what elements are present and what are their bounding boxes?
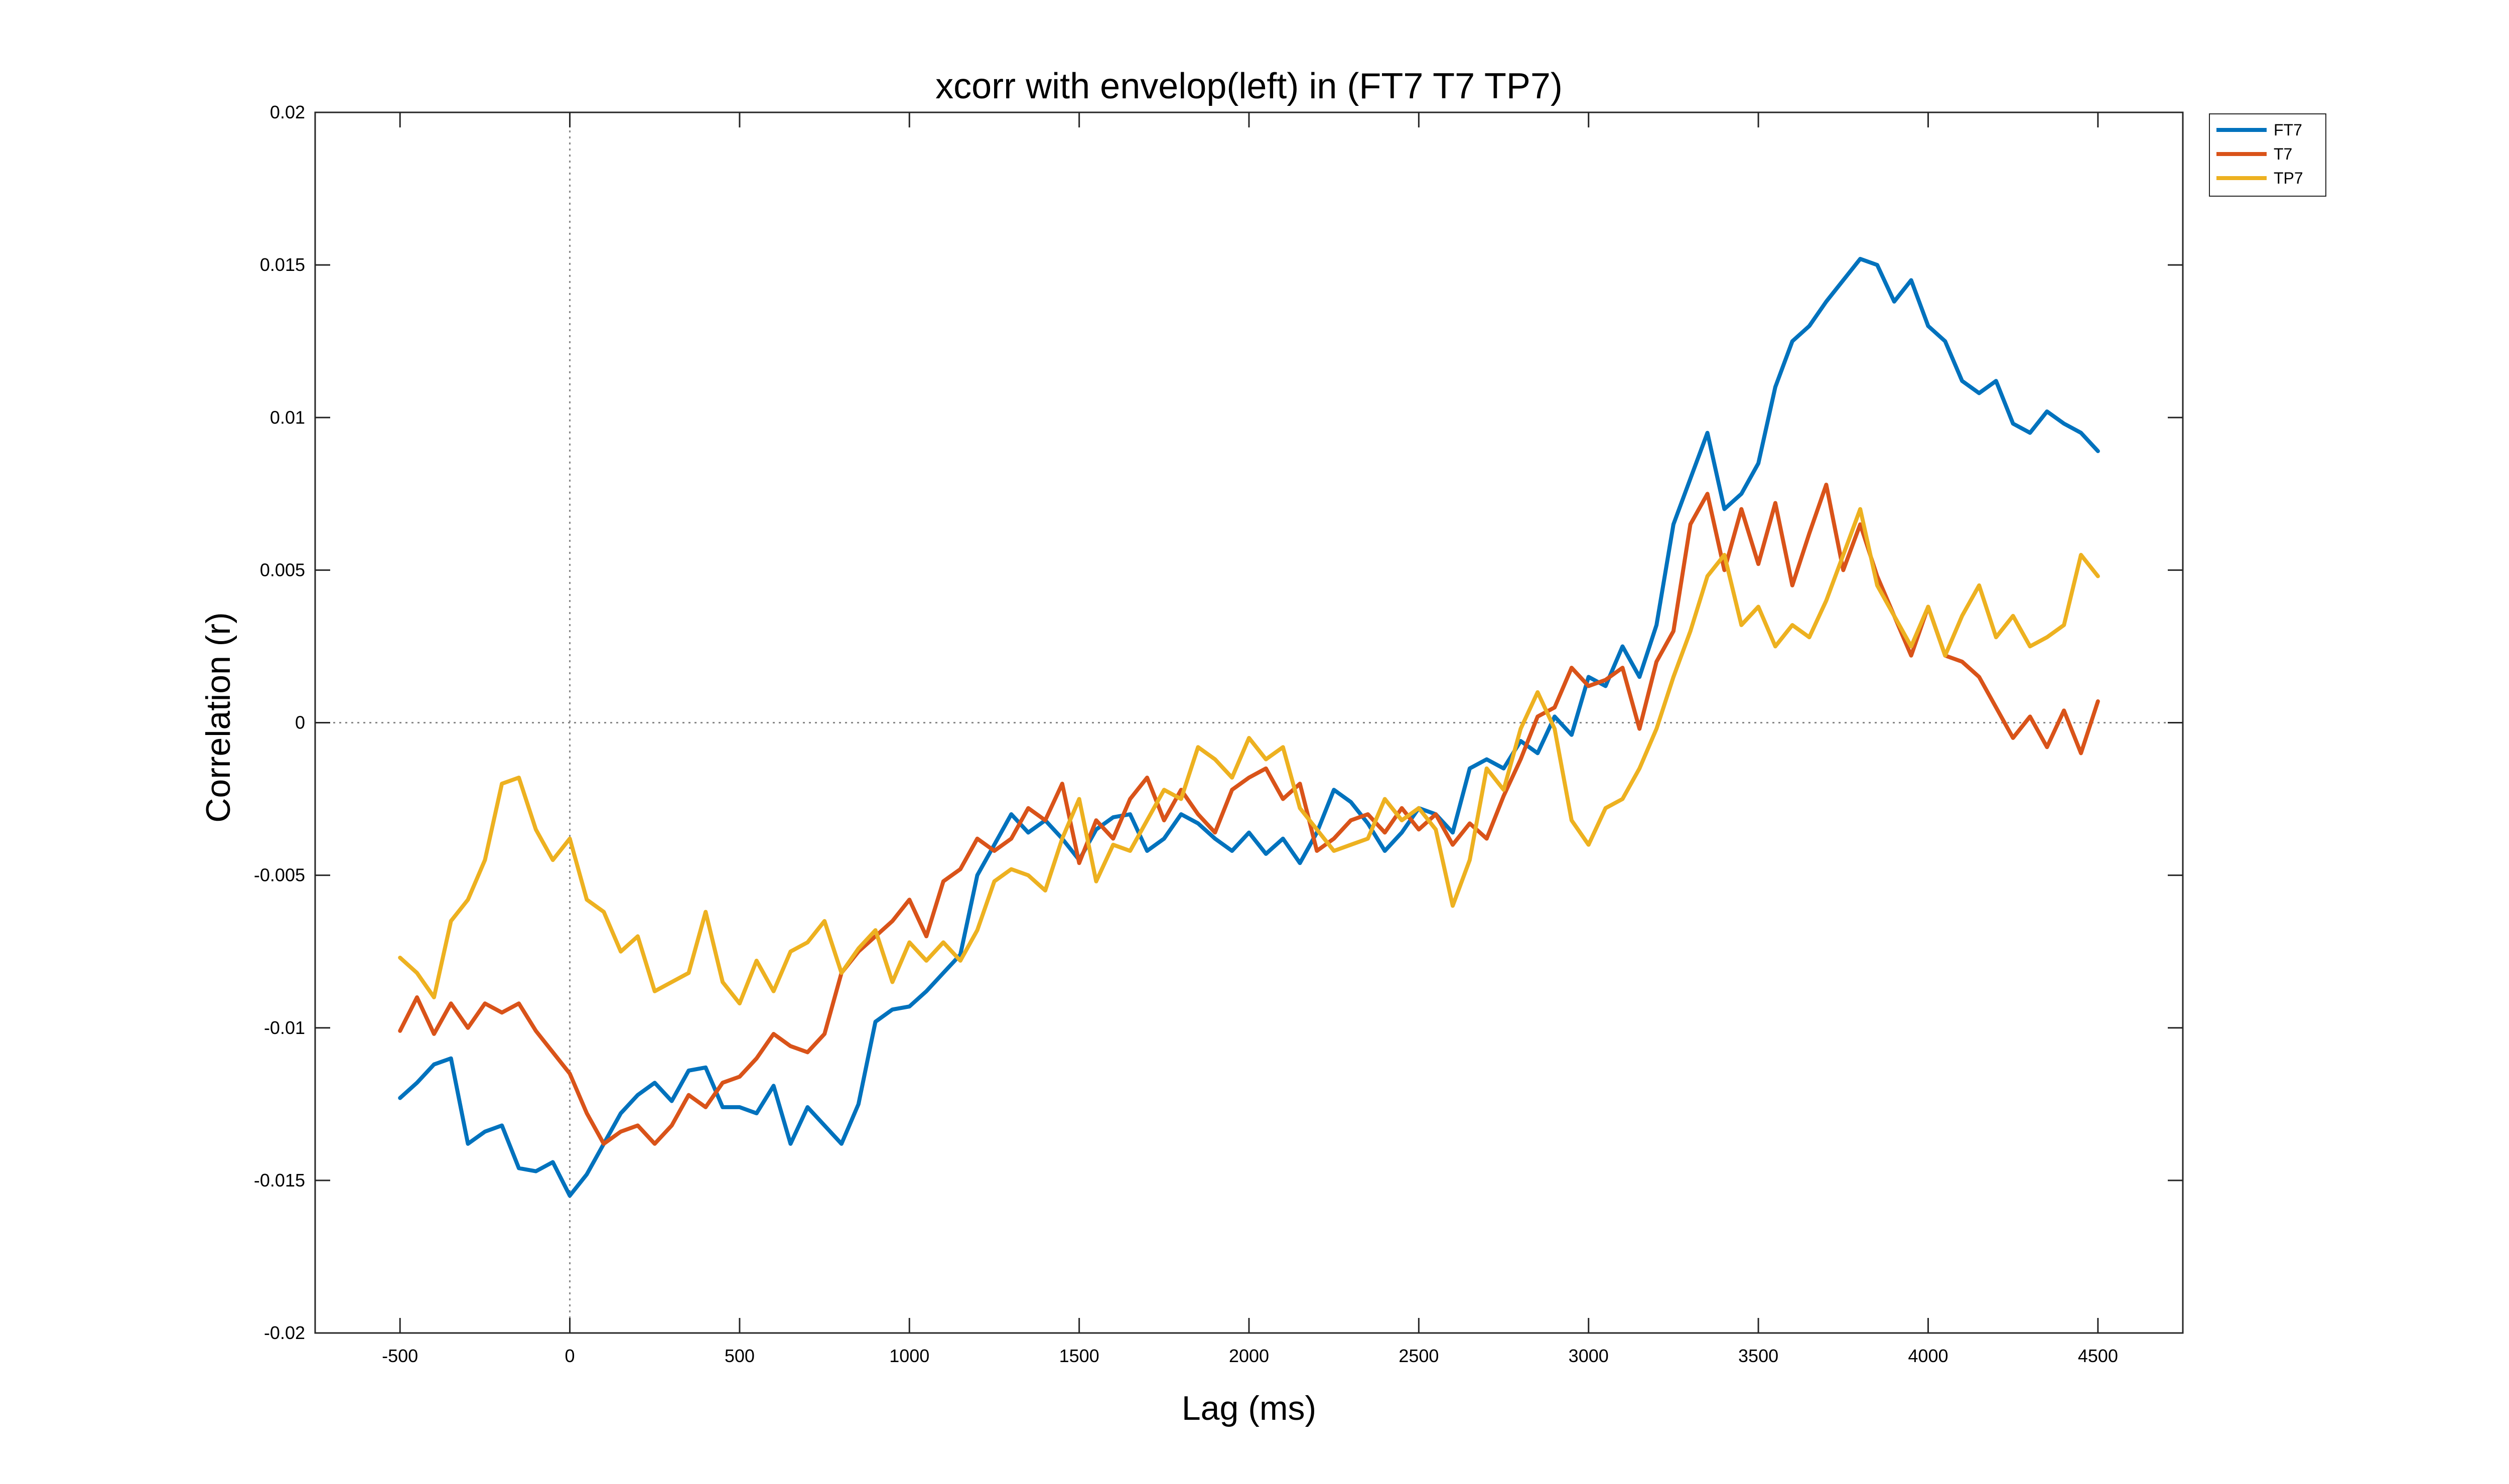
series-line-t7 xyxy=(398,483,2100,1146)
x-tick-label: -500 xyxy=(382,1346,418,1366)
series-line-tp7 xyxy=(398,507,2100,1006)
y-tick-label: -0.01 xyxy=(264,1017,305,1038)
y-tick-label: 0.02 xyxy=(270,102,305,122)
x-tick-label: 4000 xyxy=(1908,1346,1948,1366)
legend-label-ft7: FT7 xyxy=(2274,121,2302,139)
y-tick-label: -0.015 xyxy=(254,1170,305,1191)
y-tick-label: 0.005 xyxy=(260,559,305,580)
legend[interactable]: FT7 T7 TP7 xyxy=(2209,113,2326,197)
x-tick-label: 500 xyxy=(725,1346,755,1366)
x-axis-title: Lag (ms) xyxy=(1182,1389,1316,1427)
y-axis-title: Correlation (r) xyxy=(199,612,237,822)
x-tick-label: 4500 xyxy=(2078,1346,2118,1366)
plot-area: -500 0 500 1000 1500 2000 2500 3000 3500 4000 4500… xyxy=(254,102,2184,1366)
y-tick-label: 0.015 xyxy=(260,254,305,275)
y-tick-label: -0.005 xyxy=(254,865,305,885)
y-tick-label: -0.02 xyxy=(264,1322,305,1343)
legend-label-tp7: TP7 xyxy=(2274,169,2303,187)
x-tick-label: 2500 xyxy=(1399,1346,1439,1366)
x-tick-label: 3000 xyxy=(1569,1346,1609,1366)
series-line-ft7 xyxy=(398,257,2100,1198)
x-tick-label: 1500 xyxy=(1059,1346,1099,1366)
chart-title: xcorr with envelop(left) in (FT7 T7 TP7) xyxy=(935,66,1563,106)
x-tick-label: 0 xyxy=(565,1346,575,1366)
y-tick-label: 0 xyxy=(295,712,305,733)
y-tick-label: 0.01 xyxy=(270,407,305,427)
legend-label-t7: T7 xyxy=(2274,145,2292,163)
x-tick-label: 3500 xyxy=(1738,1346,1778,1366)
x-tick-label: 1000 xyxy=(889,1346,929,1366)
x-tick-label: 2000 xyxy=(1229,1346,1269,1366)
